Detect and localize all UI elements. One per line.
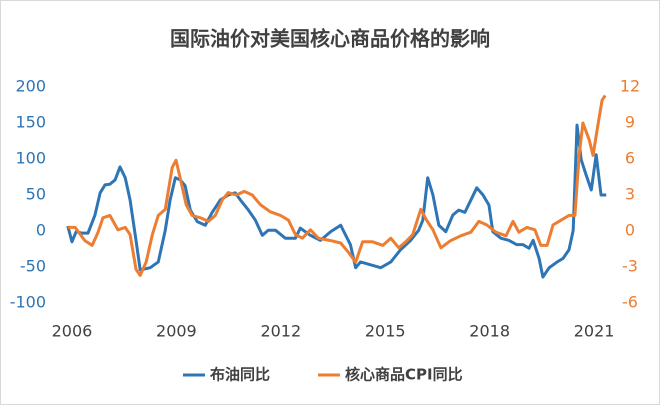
x-tick-label: 2012	[260, 322, 301, 341]
y2-tick-label: 6	[625, 149, 635, 168]
y-tick-label: -100	[10, 293, 46, 312]
y2-tick-label: 12	[620, 77, 640, 96]
y-tick-label: 150	[15, 113, 46, 132]
y-tick-label: 100	[15, 149, 46, 168]
chart-title: 国际油价对美国核心商品价格的影响	[170, 27, 490, 51]
y2-tick-label: 3	[625, 185, 635, 204]
y-tick-label: 0	[36, 221, 46, 240]
x-tick-label: 2018	[469, 322, 510, 341]
y-tick-label: 200	[15, 77, 46, 96]
y2-tick-label: 0	[625, 221, 635, 240]
x-tick-label: 2006	[52, 322, 93, 341]
y2-tick-label: -6	[622, 293, 638, 312]
x-tick-label: 2015	[365, 322, 406, 341]
data-line	[66, 123, 607, 279]
legend-label: 核心商品CPI同比	[345, 366, 463, 384]
data-line	[67, 94, 607, 277]
y2-tick-label: 9	[625, 113, 635, 132]
y-tick-label: -50	[20, 257, 46, 276]
y-tick-label: 50	[26, 185, 46, 204]
y2-tick-label: -3	[622, 257, 638, 276]
x-tick-label: 2021	[574, 322, 615, 341]
x-tick-label: 2009	[156, 322, 197, 341]
legend-label: 布油同比	[210, 366, 270, 384]
